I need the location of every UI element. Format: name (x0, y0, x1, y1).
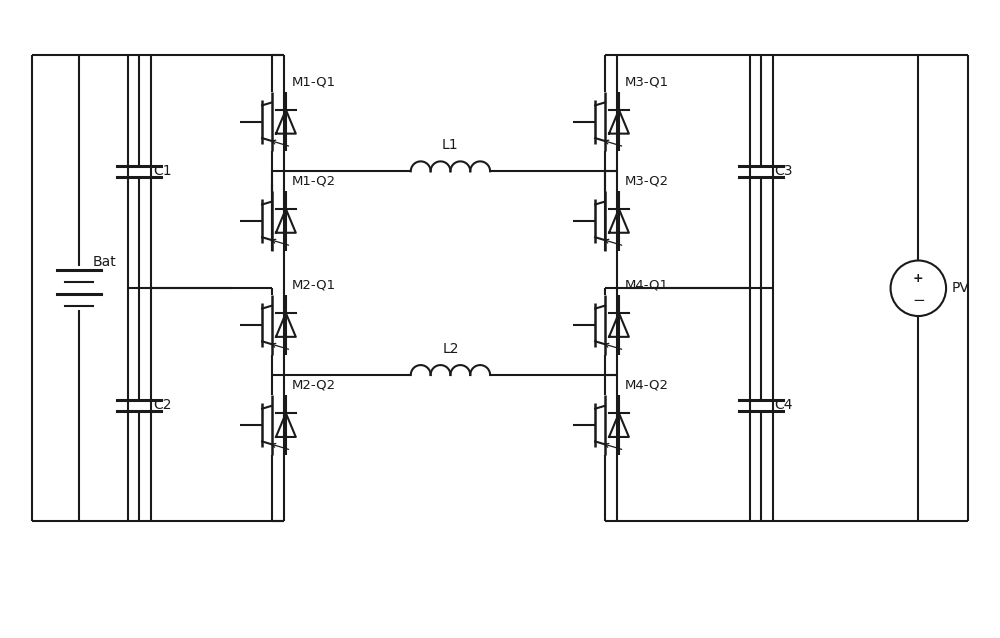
Text: M2-Q2: M2-Q2 (292, 378, 336, 391)
Text: M1-Q1: M1-Q1 (292, 75, 336, 88)
Text: M4-Q1: M4-Q1 (625, 278, 669, 291)
Text: C1: C1 (153, 165, 172, 178)
Text: C3: C3 (775, 165, 793, 178)
Text: C2: C2 (153, 398, 172, 412)
Text: L2: L2 (442, 342, 459, 356)
Text: Bat: Bat (93, 255, 116, 269)
Text: M1-Q2: M1-Q2 (292, 174, 336, 187)
Text: M3-Q2: M3-Q2 (625, 174, 669, 187)
Text: M4-Q2: M4-Q2 (625, 378, 669, 391)
Text: L1: L1 (442, 138, 459, 152)
Text: −: − (912, 293, 925, 308)
Text: PV: PV (952, 281, 970, 295)
Text: +: + (913, 272, 924, 285)
Text: M2-Q1: M2-Q1 (292, 278, 336, 291)
Text: C4: C4 (775, 398, 793, 412)
Text: M3-Q1: M3-Q1 (625, 75, 669, 88)
